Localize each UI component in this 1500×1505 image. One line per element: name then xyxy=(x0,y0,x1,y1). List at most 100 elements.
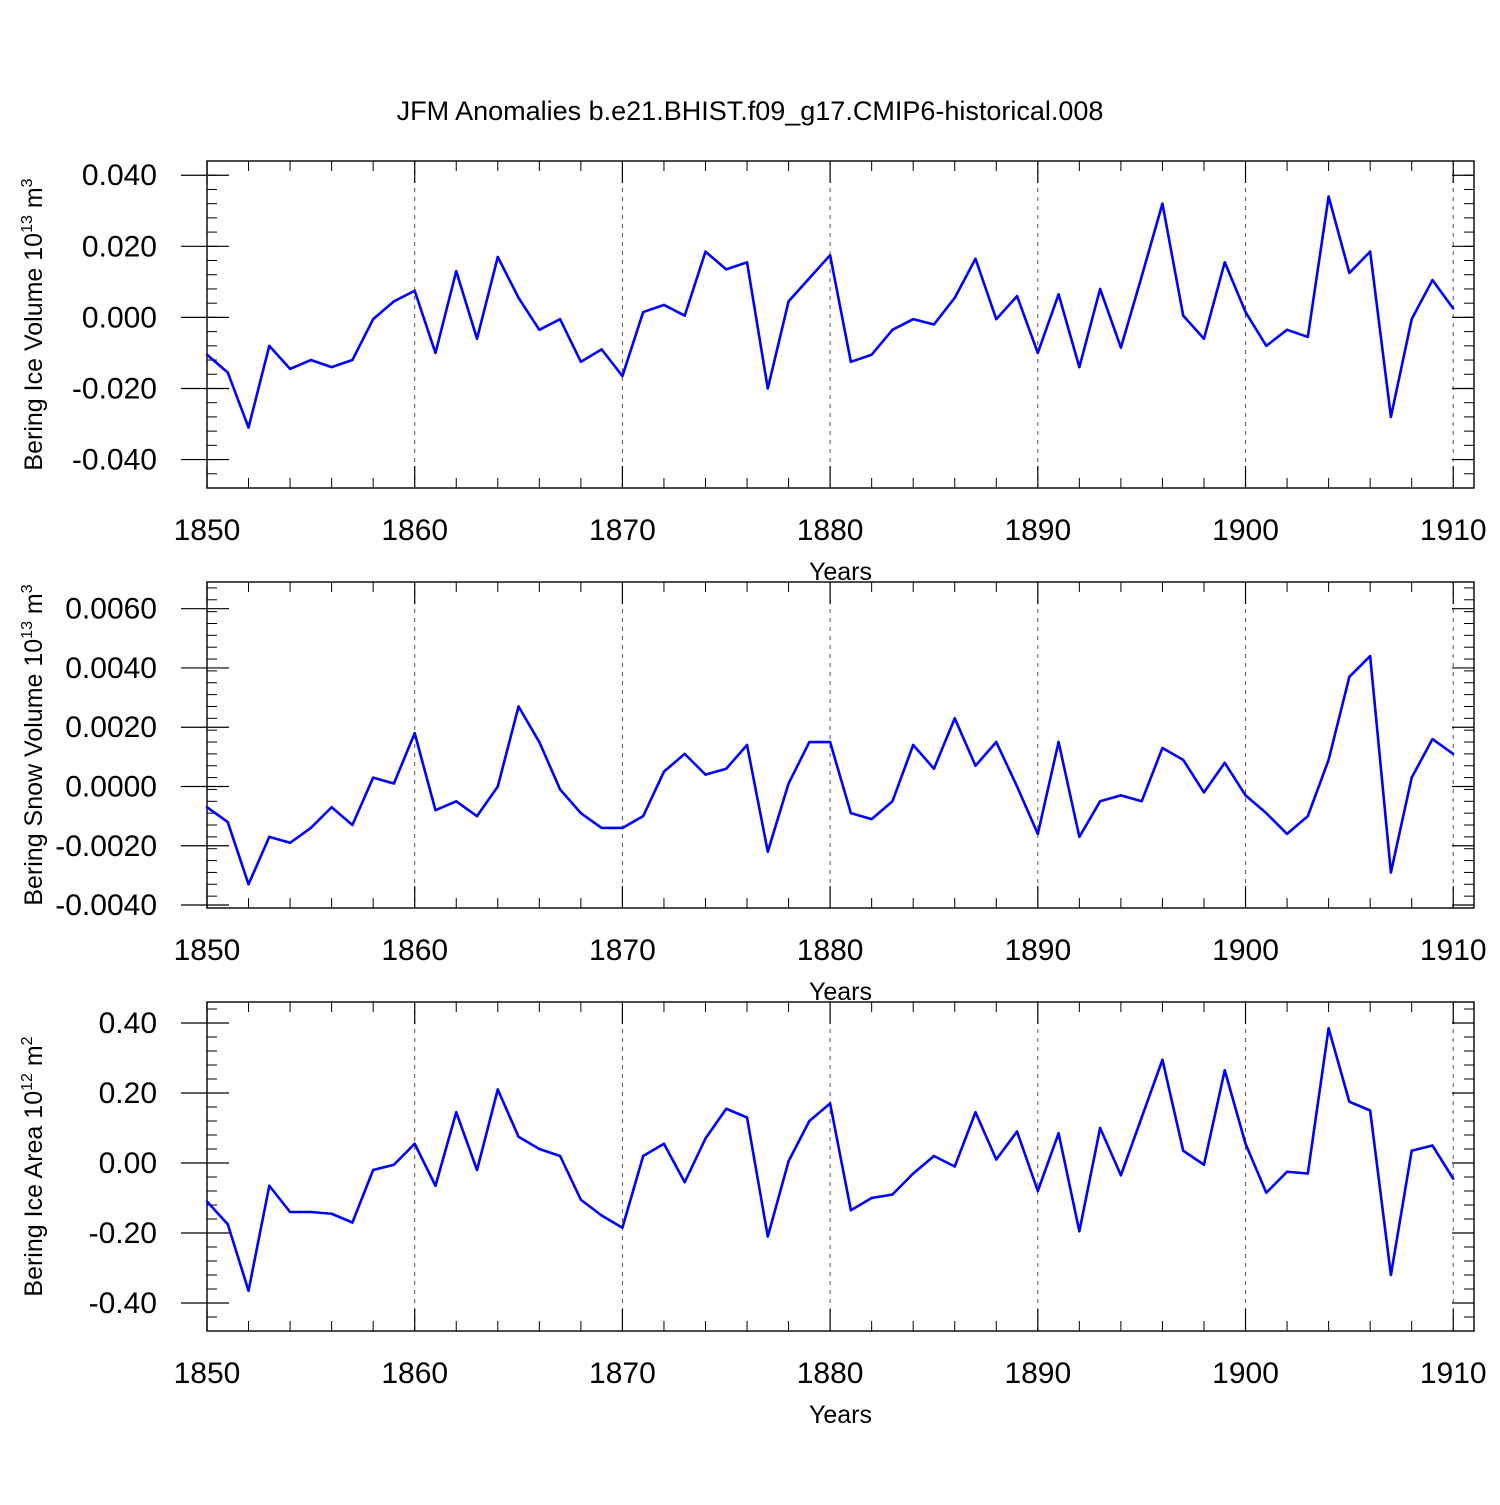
data-point xyxy=(745,261,749,264)
data-point xyxy=(330,1212,333,1215)
y-tick-label: 0.0060 xyxy=(65,593,157,626)
data-point xyxy=(891,328,894,332)
data-point xyxy=(1348,271,1351,275)
series-line xyxy=(206,195,1455,429)
data-point xyxy=(1161,202,1164,205)
data-point xyxy=(911,743,915,747)
data-point xyxy=(579,360,583,364)
figure-title: JFM Anomalies b.e21.BHIST.f09_g17.CMIP6-… xyxy=(396,96,1104,126)
data-point xyxy=(1306,335,1310,339)
data-point xyxy=(1410,317,1413,321)
data-point xyxy=(1057,1132,1060,1135)
data-point xyxy=(1452,307,1455,310)
data-point xyxy=(1389,1273,1393,1277)
data-point xyxy=(1265,1191,1268,1194)
data-point xyxy=(683,1181,686,1184)
x-tick-label: 1900 xyxy=(1212,1357,1279,1390)
data-point xyxy=(704,773,707,776)
data-point xyxy=(330,365,333,369)
data-point xyxy=(766,387,770,390)
y-tick-label: -0.0040 xyxy=(55,889,157,922)
data-point xyxy=(974,1111,977,1114)
data-point xyxy=(496,785,499,788)
y-tick-label: -0.40 xyxy=(89,1287,157,1320)
data-point xyxy=(1057,293,1060,296)
data-point xyxy=(1119,346,1123,349)
data-point xyxy=(849,360,853,364)
data-point xyxy=(953,717,956,720)
data-point xyxy=(1036,1189,1040,1193)
y-tick-label: 0.000 xyxy=(82,301,157,334)
data-point xyxy=(579,811,583,815)
y-tick-label: 0.0020 xyxy=(65,711,157,744)
data-point xyxy=(891,800,894,803)
data-point xyxy=(1202,791,1206,794)
data-point xyxy=(787,300,790,303)
x-tick-label: 1850 xyxy=(174,1357,241,1390)
x-tick-label: 1890 xyxy=(1004,934,1071,967)
data-point xyxy=(1348,1100,1351,1103)
y-tick-label: 0.0000 xyxy=(65,770,157,803)
data-point xyxy=(309,826,313,830)
data-point xyxy=(226,1223,229,1226)
x-tick-label: 1850 xyxy=(174,934,241,967)
data-point xyxy=(205,806,209,809)
x-tick-label: 1870 xyxy=(589,514,656,547)
data-point xyxy=(517,1135,520,1138)
data-point xyxy=(953,1165,956,1168)
data-point xyxy=(1368,1109,1372,1112)
x-axis-label: Years xyxy=(809,1401,872,1429)
data-point xyxy=(1182,1149,1185,1152)
data-point xyxy=(496,1088,499,1091)
data-point xyxy=(1057,740,1060,744)
x-tick-label: 1910 xyxy=(1420,1357,1487,1390)
data-point xyxy=(641,310,645,314)
y-tick-label: 0.00 xyxy=(99,1147,157,1180)
data-point xyxy=(288,841,292,844)
data-point xyxy=(1327,758,1330,762)
y-tick-label: -0.0020 xyxy=(55,830,157,863)
data-point xyxy=(745,1116,749,1119)
data-point xyxy=(226,371,229,374)
data-point xyxy=(995,740,998,744)
data-point xyxy=(538,1147,541,1151)
data-point xyxy=(974,257,977,260)
data-point xyxy=(475,337,479,340)
data-point xyxy=(1389,871,1393,874)
data-point xyxy=(413,731,416,735)
panel-2: 1850 1860 1870 1880 1890 1900 1910 -0.0040 -0.00… xyxy=(19,581,1487,1006)
data-point xyxy=(1119,1174,1123,1177)
data-point xyxy=(621,374,624,378)
data-point xyxy=(725,767,728,770)
data-point xyxy=(247,426,250,429)
data-point xyxy=(808,1119,811,1123)
data-point xyxy=(455,1111,458,1114)
data-point xyxy=(1182,758,1185,762)
data-point xyxy=(558,1154,562,1158)
x-tick-label: 1850 xyxy=(174,514,241,547)
data-point xyxy=(1431,1144,1434,1147)
data-point xyxy=(932,767,936,770)
data-point xyxy=(1452,1177,1455,1180)
data-point xyxy=(641,1154,645,1158)
data-point xyxy=(247,1289,250,1292)
data-point xyxy=(1431,737,1434,741)
data-point xyxy=(538,740,541,744)
data-point xyxy=(1078,1230,1081,1233)
data-point xyxy=(1078,835,1081,839)
data-point xyxy=(683,314,686,317)
data-point xyxy=(1161,746,1164,750)
data-point xyxy=(704,1137,707,1140)
data-point xyxy=(309,1210,313,1214)
y-axis-label: Bering Ice Area 1012 m2 xyxy=(19,1036,48,1296)
data-point xyxy=(1140,275,1143,278)
data-point xyxy=(579,1198,583,1201)
data-point xyxy=(1410,1149,1413,1152)
data-point xyxy=(953,296,956,300)
x-tick-label: 1900 xyxy=(1212,934,1279,967)
data-point xyxy=(434,351,437,355)
data-point xyxy=(288,1210,292,1214)
data-point xyxy=(475,814,479,818)
data-point xyxy=(662,1142,666,1145)
